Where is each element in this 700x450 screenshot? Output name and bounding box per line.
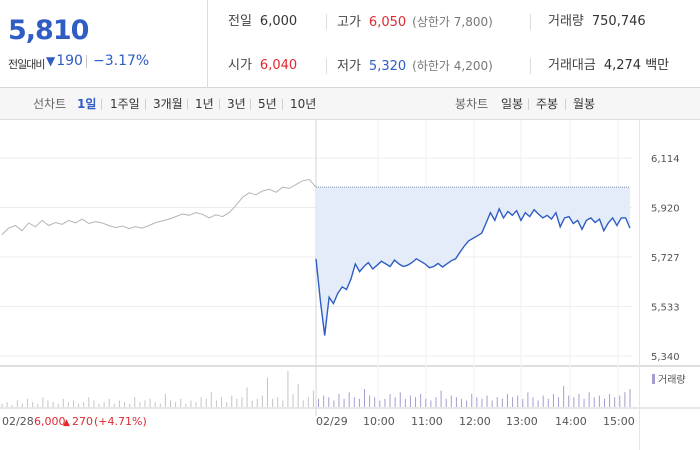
high-price: 고가 6,050 (상한가 7,800) bbox=[337, 0, 493, 44]
x-tick-label: 15:00 bbox=[603, 415, 635, 428]
y-tick-label: 5,920 bbox=[651, 204, 680, 215]
divider bbox=[250, 99, 251, 110]
period-3m[interactable]: 3개월 bbox=[153, 97, 183, 111]
turnover-value: 4,274 백만 bbox=[603, 58, 670, 73]
x-tick-label: 13:00 bbox=[506, 415, 538, 428]
divider bbox=[145, 99, 146, 110]
chart-canvas: 6,114 5,920 5,727 5,533 5,340 거래량 02/28 6,000▲ 2… bbox=[0, 120, 700, 450]
volume: 거래량 750,746 bbox=[548, 0, 646, 44]
prev-change-pct-label: (+4.71%) bbox=[94, 415, 147, 428]
change-amount: 190 bbox=[56, 53, 83, 69]
volume-label: 거래량 bbox=[548, 14, 584, 29]
price-chart: 6,114 5,920 5,727 5,533 5,340 거래량 02/28 6,000 ▲ 2… bbox=[0, 120, 700, 450]
prev-close-label: 6,000 bbox=[34, 415, 66, 428]
low-label: 저가 bbox=[337, 59, 361, 74]
x-tick-label: 12:00 bbox=[459, 415, 491, 428]
divider bbox=[530, 58, 531, 74]
today-price-line bbox=[315, 207, 631, 336]
volume-legend-label: 거래량 bbox=[658, 374, 686, 386]
today-date-label: 02/29 bbox=[316, 415, 348, 428]
price-box: 5,810 전일대비 ▼190 −3.17% bbox=[0, 0, 208, 88]
y-tick-label: 5,533 bbox=[651, 303, 680, 314]
turnover: 거래대금 4,274 백만 bbox=[548, 44, 669, 88]
upper-limit: (상한가 7,800) bbox=[412, 15, 493, 29]
candle-monthly[interactable]: 월봉 bbox=[573, 97, 596, 111]
volume-legend-swatch bbox=[652, 374, 655, 384]
low-value: 5,320 bbox=[368, 59, 407, 74]
prev-close: 전일 6,000 bbox=[228, 0, 297, 44]
open-value: 6,040 bbox=[259, 58, 298, 73]
prev-close-value: 6,000 bbox=[259, 14, 298, 29]
period-1y[interactable]: 1년 bbox=[195, 97, 214, 111]
candle-daily[interactable]: 일봉 bbox=[501, 97, 524, 111]
y-tick-label: 6,114 bbox=[651, 154, 680, 165]
period-10y[interactable]: 10년 bbox=[290, 97, 317, 111]
divider bbox=[187, 99, 188, 110]
prev-close-label: 전일 bbox=[228, 14, 252, 29]
volume-value: 750,746 bbox=[591, 14, 646, 29]
lower-limit: (하한가 4,200) bbox=[412, 59, 493, 73]
turnover-label: 거래대금 bbox=[548, 58, 596, 73]
low-price: 저가 5,320 (하한가 4,200) bbox=[337, 44, 493, 88]
divider bbox=[219, 99, 220, 110]
x-tick-label: 14:00 bbox=[555, 415, 587, 428]
divider bbox=[326, 14, 327, 30]
divider bbox=[528, 99, 529, 110]
y-tick-label: 5,340 bbox=[651, 352, 680, 363]
period-3y[interactable]: 3년 bbox=[227, 97, 246, 111]
line-chart-label: 선차트 bbox=[33, 97, 67, 111]
period-1w[interactable]: 1주일 bbox=[110, 97, 140, 111]
change-value: ▼190 bbox=[46, 53, 83, 69]
down-triangle-icon: ▼ bbox=[46, 54, 56, 68]
divider bbox=[530, 14, 531, 30]
current-price: 5,810 bbox=[8, 15, 89, 46]
x-tick-label: 10:00 bbox=[363, 415, 395, 428]
high-value: 6,050 bbox=[368, 15, 407, 30]
divider bbox=[565, 99, 566, 110]
candle-chart-label: 봉차트 bbox=[455, 97, 489, 111]
divider bbox=[282, 99, 283, 110]
up-triangle-icon: ▲ bbox=[63, 418, 70, 428]
change-percent: −3.17% bbox=[93, 53, 150, 69]
divider bbox=[326, 58, 327, 74]
prev-day-price-line bbox=[1, 178, 317, 235]
price-area-fill bbox=[316, 187, 630, 336]
period-1d[interactable]: 1일 bbox=[77, 97, 97, 111]
quote-panel: 5,810 전일대비 ▼190 −3.17% 전일 6,000 고가 6,050 (상… bbox=[0, 0, 700, 88]
open-price: 시가 6,040 bbox=[228, 44, 297, 88]
open-label: 시가 bbox=[228, 58, 252, 73]
period-bar: 선차트 1일 1주일 3개월 1년 3년 5년 10년 봉차트 일봉 주봉 월봉 bbox=[0, 88, 700, 120]
high-label: 고가 bbox=[337, 15, 361, 30]
prev-change-label: 270 bbox=[72, 415, 93, 428]
change-label: 전일대비 bbox=[8, 58, 45, 71]
period-5y[interactable]: 5년 bbox=[258, 97, 277, 111]
divider bbox=[101, 99, 102, 110]
candle-weekly[interactable]: 주봉 bbox=[536, 97, 559, 111]
y-tick-label: 5,727 bbox=[651, 253, 680, 264]
divider bbox=[86, 55, 87, 68]
prev-date-label: 02/28 bbox=[2, 415, 34, 428]
x-tick-label: 11:00 bbox=[411, 415, 443, 428]
